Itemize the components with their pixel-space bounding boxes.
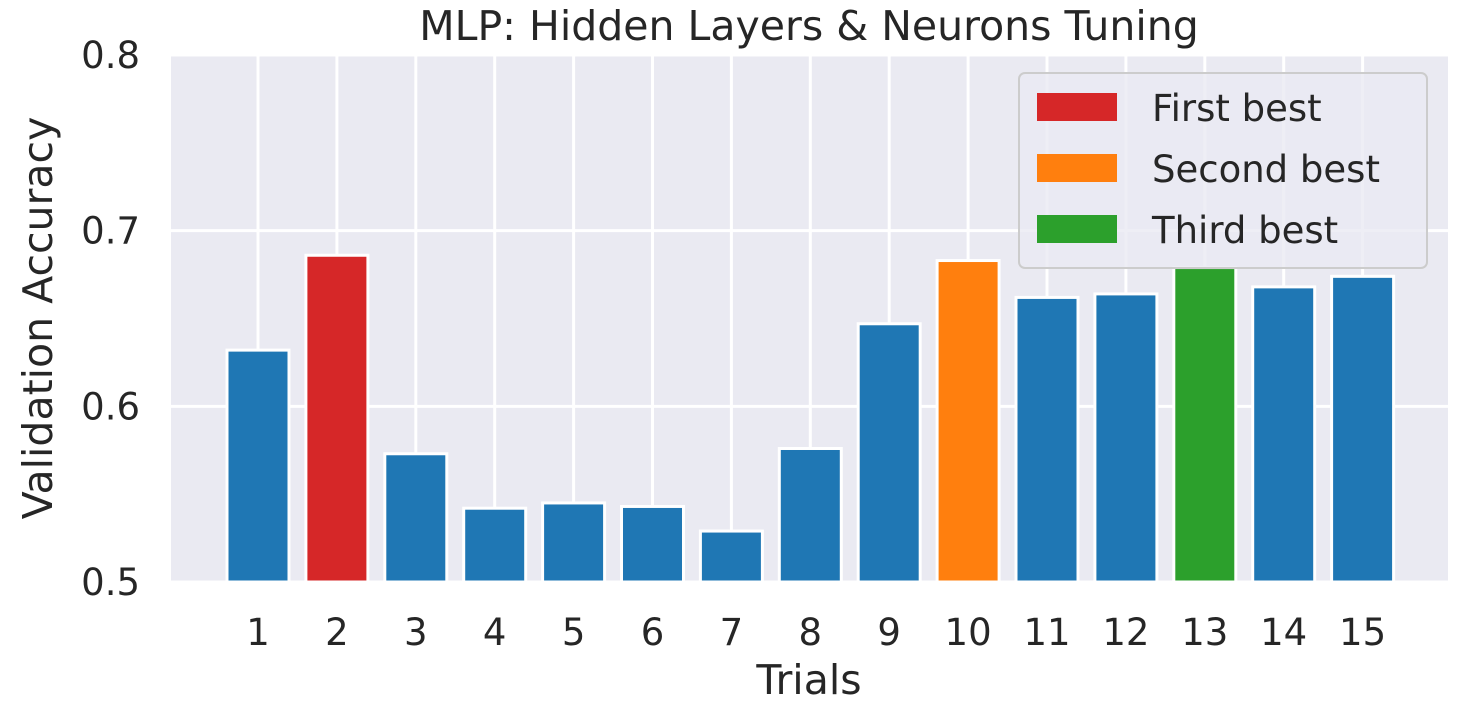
x-tick-label: 5	[562, 611, 586, 654]
y-tick-label: 0.7	[81, 210, 140, 253]
x-tick-label: 14	[1260, 611, 1307, 654]
legend-box	[1018, 72, 1428, 269]
x-tick-label: 3	[404, 611, 428, 654]
bar-trial-14	[1251, 285, 1317, 584]
legend-label-second-best: Second best	[1152, 148, 1380, 191]
bar-trial-8	[777, 446, 843, 584]
x-tick-label: 15	[1339, 611, 1386, 654]
x-tick-label: 12	[1102, 611, 1149, 654]
legend-swatch-third-best	[1037, 215, 1117, 243]
x-tick-label: 2	[325, 611, 349, 654]
legend: First best Second best Third best	[1018, 72, 1428, 269]
bar-trial-12	[1093, 292, 1159, 584]
bar-trial-11	[1014, 295, 1080, 584]
legend-swatch-second-best	[1037, 154, 1117, 182]
bar-trial-1	[225, 348, 291, 584]
y-tick-label: 0.5	[81, 561, 140, 604]
bar-trial-2	[304, 253, 370, 584]
y-tick-labels: 0.5 0.6 0.7 0.8	[81, 34, 140, 604]
legend-swatch-first-best	[1037, 93, 1117, 121]
bar-trial-13	[1172, 266, 1238, 584]
legend-label-first-best: First best	[1152, 87, 1322, 130]
bar-trial-10	[935, 259, 1001, 584]
bar-trial-5	[541, 501, 607, 584]
x-axis-title: Trials	[755, 656, 861, 702]
bars	[225, 253, 1396, 584]
bar-trial-6	[620, 504, 685, 584]
bar-trial-7	[698, 529, 764, 584]
x-tick-label: 11	[1023, 611, 1070, 654]
x-tick-label: 4	[483, 611, 507, 654]
x-tick-label: 6	[641, 611, 665, 654]
x-tick-label: 13	[1181, 611, 1228, 654]
x-tick-label: 9	[877, 611, 901, 654]
x-tick-labels: 1 2 3 4 5 6 7 8 9 10 11 12 13 14 15	[246, 611, 1386, 654]
y-tick-label: 0.6	[81, 385, 140, 428]
y-axis-title: Validation Accuracy	[14, 117, 62, 520]
legend-label-third-best: Third best	[1151, 209, 1338, 252]
x-tick-label: 1	[246, 611, 270, 654]
x-tick-label: 10	[945, 611, 992, 654]
x-tick-label: 8	[799, 611, 823, 654]
chart-title: MLP: Hidden Layers & Neurons Tuning	[419, 2, 1199, 50]
bar-trial-3	[383, 452, 449, 584]
bar-trial-15	[1330, 274, 1396, 584]
bar-trial-4	[462, 506, 528, 584]
y-tick-label: 0.8	[81, 34, 140, 77]
x-tick-label: 7	[720, 611, 744, 654]
bar-trial-9	[856, 322, 922, 584]
